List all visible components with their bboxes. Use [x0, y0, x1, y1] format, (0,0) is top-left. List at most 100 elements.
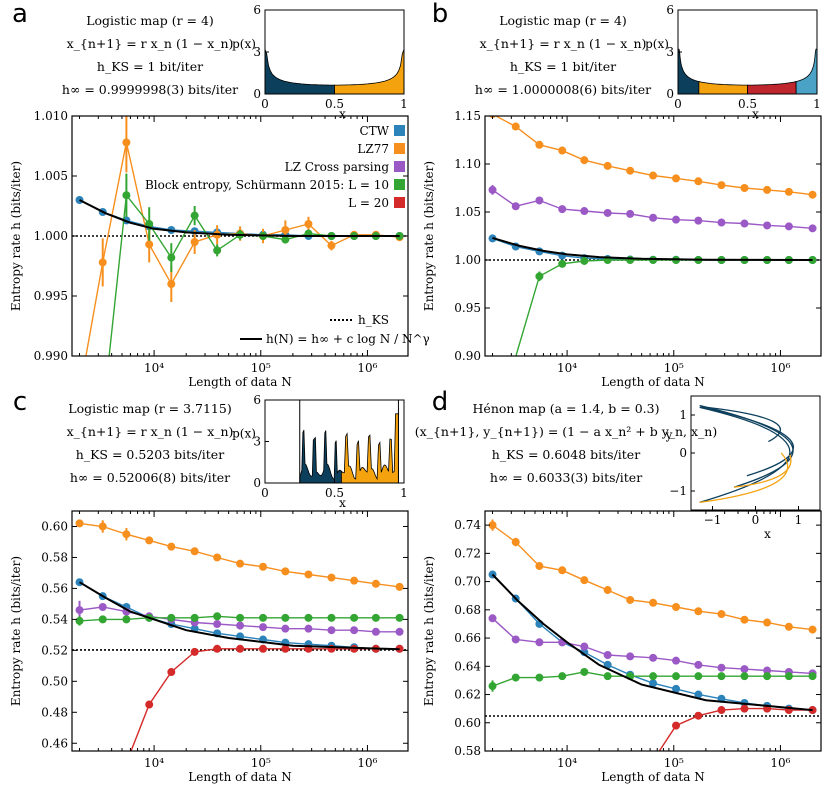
- y-tick-label: 0.50: [41, 674, 68, 688]
- legend-label: Block entropy, Schürmann 2015: L = 10: [145, 178, 389, 192]
- panel-label: b: [432, 0, 449, 29]
- data-point: [649, 653, 658, 662]
- data-point: [484, 448, 492, 456]
- inset-x-tick-label: −1: [704, 513, 722, 527]
- y-tick-label: 0.46: [41, 736, 68, 750]
- y-axis-label: Entropy rate h (bits/iter): [9, 556, 23, 706]
- data-point: [213, 620, 222, 629]
- data-point: [213, 553, 222, 562]
- data-point: [694, 177, 703, 186]
- data-point: [371, 579, 380, 588]
- data-point: [808, 190, 817, 199]
- data-point: [371, 613, 380, 622]
- inset-x-label: x: [752, 107, 759, 121]
- inset-x-tick-label: 0: [674, 97, 682, 111]
- inset-frame: [690, 395, 821, 511]
- data-point: [535, 638, 544, 647]
- data-point: [122, 191, 131, 200]
- inset-y-label: p(x): [232, 37, 256, 51]
- attractor-arc: [699, 404, 794, 488]
- inset-x-tick-label: 1: [400, 486, 408, 500]
- data-point: [580, 156, 589, 165]
- data-point: [603, 672, 612, 681]
- inset-x-tick-label: 0.5: [325, 97, 344, 111]
- series-line: [494, 116, 813, 196]
- data-point: [808, 625, 817, 634]
- y-axis-label: Entropy rate h (bits/iter): [422, 556, 436, 706]
- panel-a: a Logistic map (r = 4) x_{n+1} = r x_n (1 …: [9, 0, 430, 389]
- y-tick-label: 0.60: [454, 716, 481, 730]
- axes-frame: [71, 510, 409, 752]
- data-point: [603, 208, 612, 217]
- data-point: [304, 570, 313, 579]
- data-point: [649, 171, 658, 180]
- data-point: [259, 562, 268, 571]
- inset-x-label: x: [339, 496, 346, 510]
- legend-fit-label: h(N) = h∞ + c log N / N^γ: [266, 332, 430, 346]
- data-point: [672, 603, 681, 611]
- info-line: x_{n+1} = r x_n (1 − x_n): [67, 36, 234, 51]
- data-point: [740, 704, 749, 713]
- data-point: [580, 576, 589, 585]
- density-segment: [698, 80, 748, 95]
- fit-curve: [491, 573, 813, 712]
- data-point: [558, 205, 567, 214]
- data-point: [784, 672, 793, 681]
- data-point: [327, 241, 336, 250]
- data-point: [167, 542, 176, 551]
- info-line: Logistic map (r = 3.7115): [68, 401, 231, 416]
- data-point: [350, 576, 359, 585]
- y-tick-label: 0.54: [41, 612, 68, 626]
- inset-y-tick-label: 3: [253, 435, 261, 449]
- data-point: [580, 207, 589, 216]
- data-point: [350, 613, 359, 622]
- data-point: [304, 624, 313, 633]
- data-point: [281, 644, 290, 653]
- data-point: [259, 613, 268, 622]
- data-point: [535, 562, 544, 571]
- x-tick-label: 10⁴: [557, 756, 577, 770]
- data-point: [304, 613, 313, 622]
- info-line: h∞ = 0.52006(8) bits/iter: [70, 470, 230, 485]
- data-point: [281, 624, 290, 633]
- data-point: [717, 218, 726, 227]
- data-point: [145, 536, 154, 545]
- fit-curve: [492, 236, 813, 261]
- x-tick-label: 10⁵: [664, 756, 684, 770]
- y-axis-label: Entropy rate h (bits/iter): [9, 161, 23, 311]
- legend-swatch: [394, 197, 405, 208]
- legend-swatch: [394, 125, 405, 136]
- x-tick-label: 10⁶: [357, 361, 377, 375]
- data-point: [672, 174, 681, 183]
- data-point: [784, 222, 793, 231]
- y-tick-label: 1.005: [34, 169, 68, 183]
- y-axis-label: Entropy rate h (bits/iter): [422, 161, 436, 311]
- data-point: [808, 224, 817, 233]
- data-point: [558, 672, 567, 681]
- data-point: [511, 202, 520, 211]
- data-point: [395, 582, 404, 591]
- panel-label: d: [432, 387, 449, 417]
- inset-x-tick-label: 1: [400, 97, 408, 111]
- data-point: [167, 613, 176, 622]
- data-point: [763, 185, 772, 194]
- y-tick-label: 0.62: [454, 688, 481, 702]
- data-point: [511, 122, 520, 131]
- data-point: [535, 196, 544, 205]
- data-point: [649, 256, 658, 264]
- data-point: [327, 626, 336, 635]
- inset-y-tick-label: 3: [253, 45, 261, 59]
- data-point: [488, 521, 497, 530]
- data-point: [694, 711, 703, 720]
- plot-area: [484, 116, 821, 456]
- y-tick-label: 0.72: [454, 546, 481, 560]
- data-point: [558, 259, 567, 268]
- inset-x-tick-label: 0: [752, 513, 760, 527]
- x-tick-label: 10⁵: [251, 361, 271, 375]
- inset-y-tick-label: 0: [679, 446, 687, 460]
- data-point: [535, 673, 544, 682]
- plot-area: [72, 519, 408, 751]
- x-tick-label: 10⁶: [770, 361, 790, 375]
- info-line: x_{n+1} = r x_n (1 − x_n): [480, 36, 647, 51]
- y-tick-label: 0.90: [454, 349, 481, 363]
